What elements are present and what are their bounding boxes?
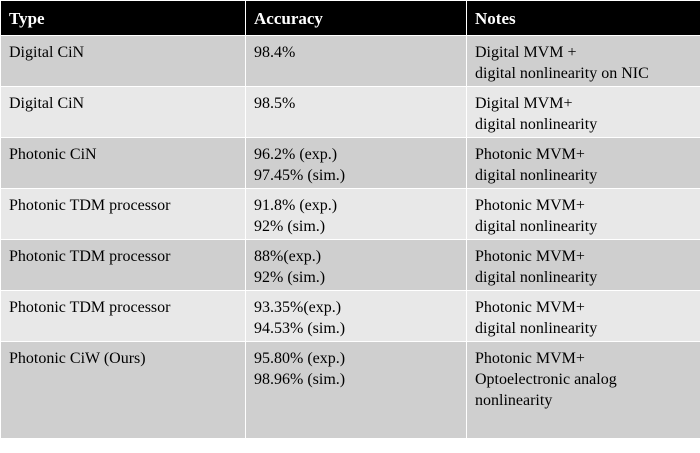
cell-accuracy: 98.4% <box>245 35 467 87</box>
cell-type: Photonic TDM processor <box>0 290 246 342</box>
cell-accuracy: 93.35%(exp.) 94.53% (sim.) <box>245 290 467 342</box>
comparison-table: Type Accuracy Notes Digital CiN 98.4% Di… <box>0 0 700 439</box>
cell-accuracy: 98.5% <box>245 86 467 138</box>
header-accuracy: Accuracy <box>245 0 467 36</box>
cell-notes: Photonic MVM+ Optoelectronic analog nonlin… <box>466 341 700 439</box>
cell-accuracy: 96.2% (exp.) 97.45% (sim.) <box>245 137 467 189</box>
table-row: Photonic CiW (Ours) 95.80% (exp.) 98.96% … <box>0 341 700 439</box>
cell-accuracy: 95.80% (exp.) 98.96% (sim.) <box>245 341 467 439</box>
table-row: Digital CiN 98.4% Digital MVM + digital n… <box>0 35 700 87</box>
cell-notes: Photonic MVM+ digital nonlinearity <box>466 137 700 189</box>
table-row: Digital CiN 98.5% Digital MVM+ digital no… <box>0 86 700 138</box>
header-notes: Notes <box>466 0 700 36</box>
table-row: Photonic TDM processor 93.35%(exp.) 94.53… <box>0 290 700 342</box>
cell-notes: Photonic MVM+ digital nonlinearity <box>466 290 700 342</box>
table-row: Photonic TDM processor 88%(exp.) 92% (sim… <box>0 239 700 291</box>
cell-accuracy: 91.8% (exp.) 92% (sim.) <box>245 188 467 240</box>
cell-type: Photonic CiW (Ours) <box>0 341 246 439</box>
cell-notes: Digital MVM+ digital nonlinearity <box>466 86 700 138</box>
cell-notes: Photonic MVM+ digital nonlinearity <box>466 188 700 240</box>
cell-notes: Digital MVM + digital nonlinearity on NIC <box>466 35 700 87</box>
cell-accuracy: 88%(exp.) 92% (sim.) <box>245 239 467 291</box>
header-row: Type Accuracy Notes <box>0 0 700 36</box>
header-type: Type <box>0 0 246 36</box>
cell-type: Digital CiN <box>0 86 246 138</box>
cell-notes: Photonic MVM+ digital nonlinearity <box>466 239 700 291</box>
cell-type: Digital CiN <box>0 35 246 87</box>
cell-type: Photonic TDM processor <box>0 239 246 291</box>
table-row: Photonic TDM processor 91.8% (exp.) 92% (… <box>0 188 700 240</box>
cell-type: Photonic CiN <box>0 137 246 189</box>
table-row: Photonic CiN 96.2% (exp.) 97.45% (sim.) P… <box>0 137 700 189</box>
cell-type: Photonic TDM processor <box>0 188 246 240</box>
